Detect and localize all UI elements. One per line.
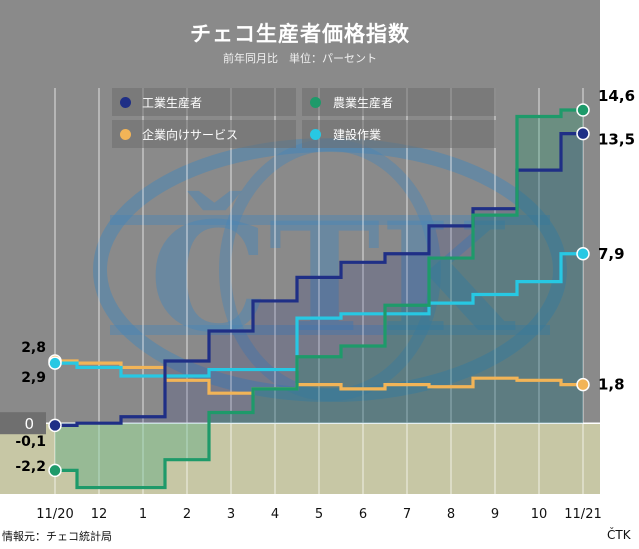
chart-subtitle: 前年同月比 単位：パーセント	[223, 52, 377, 65]
area-industrial	[55, 133, 583, 426]
x-tick-label: 1	[139, 507, 147, 522]
start-point-construction	[48, 356, 62, 370]
end-label-agricultural: 14,6	[598, 87, 635, 105]
legend-box-services	[112, 120, 296, 148]
legend-dot-industrial	[120, 97, 131, 108]
start-point-industrial	[48, 418, 62, 433]
legend-dot-construction	[310, 129, 321, 140]
line-agricultural	[55, 108, 583, 490]
x-tick-label: 5	[315, 507, 323, 522]
start-label-industrial: -0,1	[15, 434, 46, 450]
negative-band	[0, 423, 600, 494]
legend-box-industrial	[112, 88, 296, 116]
legend-label-services: 企業向けサービス	[142, 128, 239, 142]
end-point-services	[576, 377, 590, 392]
x-tick-label: 3	[227, 507, 235, 522]
chart-title: チェコ生産者価格指数	[190, 22, 410, 46]
x-tick-label: 10	[531, 507, 548, 522]
legend-dot-agricultural	[310, 97, 321, 108]
x-tick-label: 2	[183, 507, 191, 522]
legend-box-agricultural	[302, 88, 496, 116]
end-label-construction: 7,9	[598, 245, 625, 263]
line-construction	[55, 252, 583, 378]
start-label-agricultural: -2,2	[15, 459, 46, 475]
x-tick-label: 4	[271, 507, 279, 522]
x-tick-label: 8	[447, 507, 455, 522]
start-label-services: 2,9	[21, 370, 46, 386]
end-point-agricultural	[576, 103, 590, 117]
legend-label-construction: 建設作業	[333, 128, 382, 142]
x-tick-label: 6	[359, 507, 367, 522]
x-tick-label: 9	[491, 507, 499, 522]
end-label-industrial: 13,5	[598, 131, 635, 149]
zero-label: 0	[24, 415, 34, 433]
x-tick-label: 11/21	[564, 507, 601, 522]
source-note: 情報元：チェコ統計局	[2, 530, 112, 543]
x-tick-label: 7	[403, 507, 411, 522]
end-point-industrial	[576, 126, 590, 141]
x-tick-label: 12	[91, 507, 108, 522]
area-agricultural	[55, 110, 583, 488]
legend-label-agricultural: 農業生産者	[333, 96, 394, 110]
end-point-construction	[576, 247, 590, 261]
legend-box-construction	[302, 120, 496, 148]
end-label-services: 1,8	[598, 376, 625, 394]
line-services	[55, 359, 583, 395]
start-point-agricultural	[48, 463, 62, 478]
x-tick-label: 11/20	[36, 507, 73, 522]
start-label-construction: 2,8	[21, 340, 46, 356]
brand-label: ČTK	[607, 528, 631, 542]
legend-label-industrial: 工業生産者	[142, 96, 203, 110]
legend-dot-services	[120, 129, 131, 140]
zero-label-bg	[0, 412, 46, 435]
line-industrial	[55, 132, 583, 427]
